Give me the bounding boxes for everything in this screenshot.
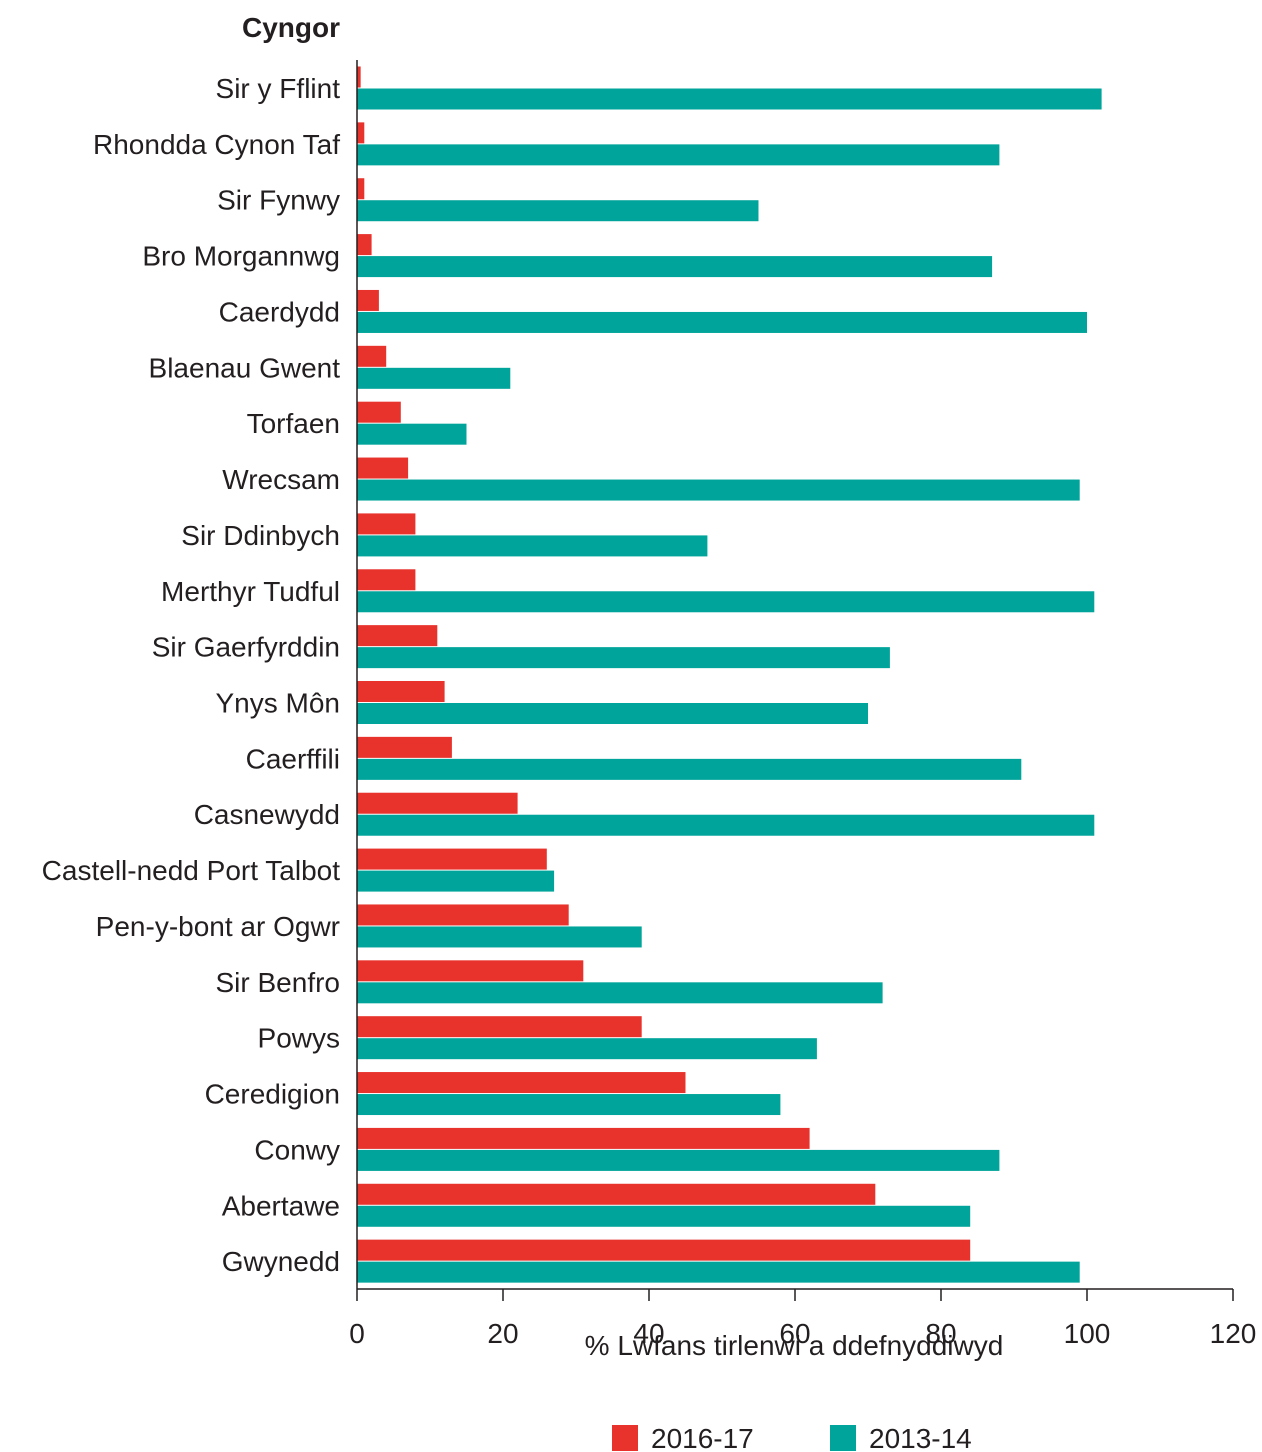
bar-2013-14 [357,144,1000,166]
bar-2013-14 [357,1205,971,1227]
category-label: Caerffili [246,743,340,774]
bar-2013-14 [357,982,883,1004]
category-label: Sir Benfro [216,967,341,998]
bar-2016-17 [357,513,416,535]
bar-2013-14 [357,758,1022,780]
bar-2016-17 [357,289,379,311]
category-label: Rhondda Cynon Taf [93,129,340,160]
bar-2016-17 [357,681,445,702]
bar-2013-14 [357,1261,1080,1283]
bar-2013-14 [357,647,890,669]
bar-2016-17 [357,178,365,200]
bar-2016-17 [357,401,401,423]
category-label: Casnewydd [194,799,340,830]
bar-2013-14 [357,870,555,892]
x-tick-label: 120 [1210,1318,1257,1349]
bar-2016-17 [357,792,518,814]
legend-label: 2016-17 [651,1423,754,1452]
bar-2013-14 [357,256,993,278]
legend-swatch [612,1425,638,1451]
x-tick-label: 0 [349,1318,365,1349]
category-label: Abertawe [222,1190,340,1221]
bar-2016-17 [357,736,452,758]
bar-2013-14 [357,367,511,389]
bar-2016-17 [357,569,416,591]
category-label: Torfaen [247,408,340,439]
legend-label: 2013-14 [869,1423,972,1452]
x-tick-label: 20 [487,1318,518,1349]
bar-2013-14 [357,479,1080,501]
bar-2013-14 [357,926,642,948]
x-tick-label: 60 [779,1318,810,1349]
bar-2016-17 [357,66,361,88]
bar-2016-17 [357,1072,686,1094]
category-label: Conwy [254,1134,340,1165]
category-label: Sir Ddinbych [181,520,340,551]
bar-2013-14 [357,1094,781,1116]
category-label: Powys [258,1023,340,1054]
bar-2013-14 [357,535,708,557]
category-label: Ynys Môn [216,688,341,719]
bar-2016-17 [357,345,387,367]
bar-2013-14 [357,814,1095,836]
bar-2016-17 [357,457,409,479]
bar-2016-17 [357,1127,810,1149]
bar-2016-17 [357,848,547,870]
x-tick-label: 80 [925,1318,956,1349]
category-label: Caerdydd [219,296,340,327]
category-label: Bro Morgannwg [142,241,340,272]
category-label: Sir y Fflint [216,73,341,104]
category-label: Pen-y-bont ar Ogwr [96,911,340,942]
category-label: Gwynedd [222,1246,340,1277]
bar-2016-17 [357,625,438,647]
category-label: Merthyr Tudful [161,576,340,607]
bar-2016-17 [357,1016,642,1038]
legend-swatch [830,1425,856,1451]
category-label: Ceredigion [205,1079,340,1110]
bar-2016-17 [357,1183,876,1205]
bar-2016-17 [357,234,372,256]
bar-2013-14 [357,1149,1000,1171]
x-axis-ticks: 0 20 40 60 80 100 120 [349,1289,1256,1349]
category-label: Sir Gaerfyrddin [152,632,340,663]
bar-2016-17 [357,960,584,982]
x-axis-title: % Lwfans tirlenwi a ddefnyddiwyd [585,1330,1004,1361]
bar-2016-17 [357,1239,971,1261]
bar-2013-14 [357,1038,817,1060]
bar-2016-17 [357,904,569,926]
x-tick-label: 40 [633,1318,664,1349]
bar-2013-14 [357,703,868,724]
category-label: Blaenau Gwent [149,352,341,383]
category-label: Wrecsam [222,464,340,495]
bar-2013-14 [357,88,1102,110]
legend: 2016-17 2013-14 [612,1423,972,1452]
y-axis-title: Cyngor [242,12,340,43]
x-tick-label: 100 [1064,1318,1111,1349]
category-labels: Sir y Fflint Rhondda Cynon Taf Sir Fynwy Br… [42,73,341,1277]
bar-2013-14 [357,311,1087,333]
bar-2013-14 [357,591,1095,613]
bar-2013-14 [357,423,467,445]
category-label: Castell-nedd Port Talbot [42,855,341,886]
bar-2016-17 [357,122,365,144]
bars-group [357,66,1102,1283]
bar-2013-14 [357,200,759,222]
category-label: Sir Fynwy [217,185,340,216]
